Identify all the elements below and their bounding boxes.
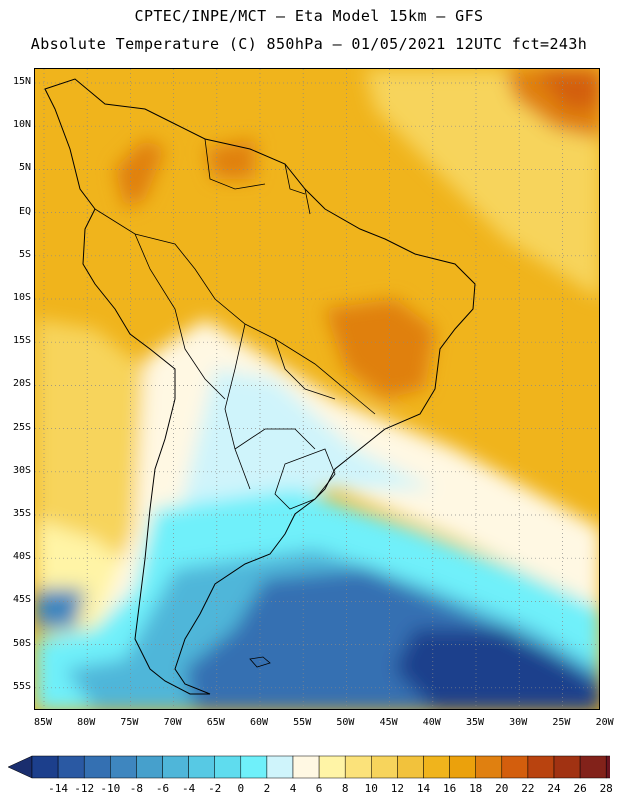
colorbar-label: 14 bbox=[416, 782, 431, 795]
colorbar-swatch bbox=[605, 755, 610, 779]
colorbar-label: 4 bbox=[289, 782, 297, 795]
field-brazil-warm bbox=[325, 299, 435, 399]
colorbar-label: 20 bbox=[495, 782, 509, 795]
lon-label: 30W bbox=[509, 717, 528, 728]
lat-label: 15N bbox=[12, 76, 31, 87]
lat-label: 10N bbox=[12, 119, 31, 131]
colorbar-swatch bbox=[553, 755, 581, 779]
falkland-islands bbox=[249, 656, 271, 668]
colorbar-label: -2 bbox=[208, 782, 222, 795]
lon-label: 45W bbox=[379, 717, 398, 728]
colorbar-swatch bbox=[371, 755, 398, 779]
colorbar bbox=[8, 755, 610, 779]
colorbar-label: 2 bbox=[263, 782, 271, 795]
colorbar-swatch bbox=[527, 755, 555, 779]
colorbar-label: -14 bbox=[48, 782, 69, 795]
lat-label: 15S bbox=[12, 335, 31, 347]
lat-label: 45S bbox=[12, 594, 31, 606]
lat-label: 20S bbox=[12, 378, 31, 390]
colorbar-swatch bbox=[214, 755, 242, 779]
colorbar-label: 6 bbox=[315, 782, 323, 795]
lon-label: 20W bbox=[595, 717, 614, 728]
lon-label: 55W bbox=[293, 717, 312, 728]
colorbar-swatch bbox=[240, 755, 268, 779]
lat-label: 25S bbox=[12, 421, 31, 433]
colorbar-label: 28 bbox=[599, 782, 613, 795]
lon-label: 65W bbox=[206, 717, 225, 728]
colorbar-swatch bbox=[136, 755, 163, 779]
field-sw-patch bbox=[35, 589, 85, 629]
lat-label: EQ bbox=[18, 205, 31, 217]
lat-label: 5N bbox=[18, 162, 31, 174]
title-line-1: CPTEC/INPE/MCT – Eta Model 15km – GFS bbox=[134, 7, 484, 25]
colorbar-swatch bbox=[449, 755, 476, 779]
lon-label: 40W bbox=[422, 717, 441, 728]
colorbar-label: 16 bbox=[442, 782, 457, 795]
country-borders bbox=[94, 138, 376, 490]
field-andes-warm bbox=[115, 139, 165, 209]
colorbar-swatch bbox=[579, 755, 607, 779]
field-south-deepest bbox=[395, 629, 599, 709]
colorbar-swatch bbox=[188, 755, 215, 779]
field-ne-hotter bbox=[535, 69, 599, 109]
colorbar-swatch bbox=[162, 755, 189, 779]
colorbar-label: -12 bbox=[74, 782, 95, 795]
colorbar-swatch bbox=[266, 755, 294, 779]
lon-label: 35W bbox=[465, 717, 485, 728]
lon-label: 70W bbox=[163, 717, 182, 728]
colorbar-under-arrow bbox=[8, 755, 33, 779]
colorbar-label: -8 bbox=[129, 782, 144, 795]
colorbar-label: 8 bbox=[341, 782, 349, 795]
colorbar-label: 10 bbox=[364, 782, 378, 795]
lon-label: 50W bbox=[336, 717, 355, 728]
colorbar-label: 12 bbox=[390, 782, 405, 795]
lat-label: 35S bbox=[12, 508, 31, 519]
lon-label: 85W bbox=[33, 717, 53, 728]
map-frame bbox=[34, 68, 600, 710]
lat-label: 30S bbox=[12, 464, 31, 476]
lat-label: 50S bbox=[12, 637, 31, 649]
colorbar-swatch bbox=[501, 755, 529, 779]
colorbar-label: 26 bbox=[573, 782, 587, 795]
lon-label: 80W bbox=[77, 717, 96, 728]
colorbar-label: 22 bbox=[521, 782, 535, 795]
lat-label: 55S bbox=[12, 680, 31, 692]
colorbar-label: 0 bbox=[237, 782, 245, 795]
colorbar-swatch bbox=[423, 755, 450, 779]
coastline-south-america bbox=[44, 78, 476, 695]
lon-label: 60W bbox=[249, 717, 269, 728]
colorbar-swatch bbox=[57, 755, 85, 779]
colorbar-swatch bbox=[475, 755, 503, 779]
colorbar-swatch bbox=[292, 755, 320, 779]
field-guiana-warm bbox=[205, 139, 255, 179]
colorbar-swatch bbox=[344, 755, 372, 779]
title-line-2: Absolute Temperature (C) 850hPa – 01/05/… bbox=[30, 35, 588, 53]
colorbar-swatch bbox=[318, 755, 346, 779]
colorbar-label: -4 bbox=[181, 782, 196, 795]
temperature-map bbox=[35, 69, 599, 709]
colorbar-swatch bbox=[83, 755, 111, 779]
lon-label: 75W bbox=[120, 717, 139, 728]
colorbar-label: 24 bbox=[547, 782, 561, 795]
lat-label: 10S bbox=[12, 292, 31, 303]
colorbar-swatch bbox=[110, 755, 137, 779]
colorbar-label: -10 bbox=[100, 782, 121, 795]
colorbar-label: 18 bbox=[469, 782, 483, 795]
uruguay-border bbox=[274, 448, 336, 510]
colorbar-label: -6 bbox=[155, 782, 170, 795]
lon-label: 25W bbox=[552, 717, 571, 728]
colorbar-swatch bbox=[31, 755, 59, 779]
colorbar-swatch bbox=[397, 755, 424, 779]
lat-label: 40S bbox=[12, 551, 31, 563]
lat-label: 5S bbox=[18, 248, 31, 260]
